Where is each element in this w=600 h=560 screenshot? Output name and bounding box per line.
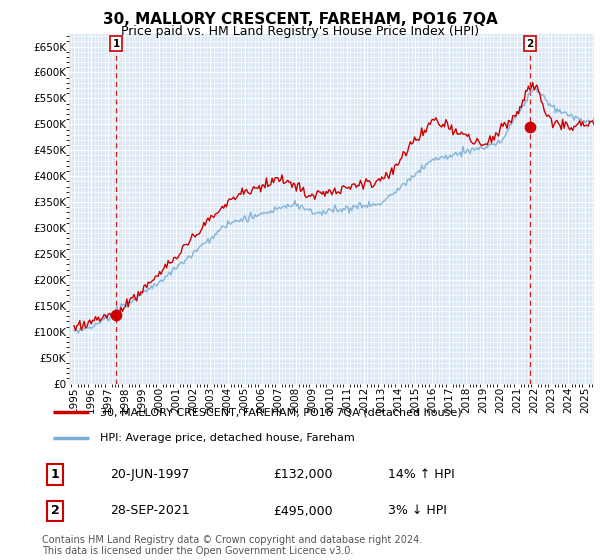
Text: Price paid vs. HM Land Registry's House Price Index (HPI): Price paid vs. HM Land Registry's House … [121, 25, 479, 38]
Text: 30, MALLORY CRESCENT, FAREHAM, PO16 7QA: 30, MALLORY CRESCENT, FAREHAM, PO16 7QA [103, 12, 497, 27]
Text: Contains HM Land Registry data © Crown copyright and database right 2024.
This d: Contains HM Land Registry data © Crown c… [42, 535, 422, 557]
Text: 20-JUN-1997: 20-JUN-1997 [110, 468, 190, 481]
Text: 28-SEP-2021: 28-SEP-2021 [110, 505, 190, 517]
Text: £495,000: £495,000 [273, 505, 332, 517]
Text: £132,000: £132,000 [273, 468, 332, 481]
Text: 1: 1 [113, 39, 120, 49]
Text: 3% ↓ HPI: 3% ↓ HPI [389, 505, 448, 517]
Text: 1: 1 [51, 468, 59, 481]
Text: 14% ↑ HPI: 14% ↑ HPI [389, 468, 455, 481]
Point [112, 311, 121, 320]
Text: 2: 2 [51, 505, 59, 517]
Text: 30, MALLORY CRESCENT, FAREHAM, PO16 7QA (detached house): 30, MALLORY CRESCENT, FAREHAM, PO16 7QA … [100, 408, 461, 418]
Text: HPI: Average price, detached house, Fareham: HPI: Average price, detached house, Fare… [100, 433, 355, 443]
Text: 2: 2 [526, 39, 533, 49]
Point [525, 123, 535, 132]
